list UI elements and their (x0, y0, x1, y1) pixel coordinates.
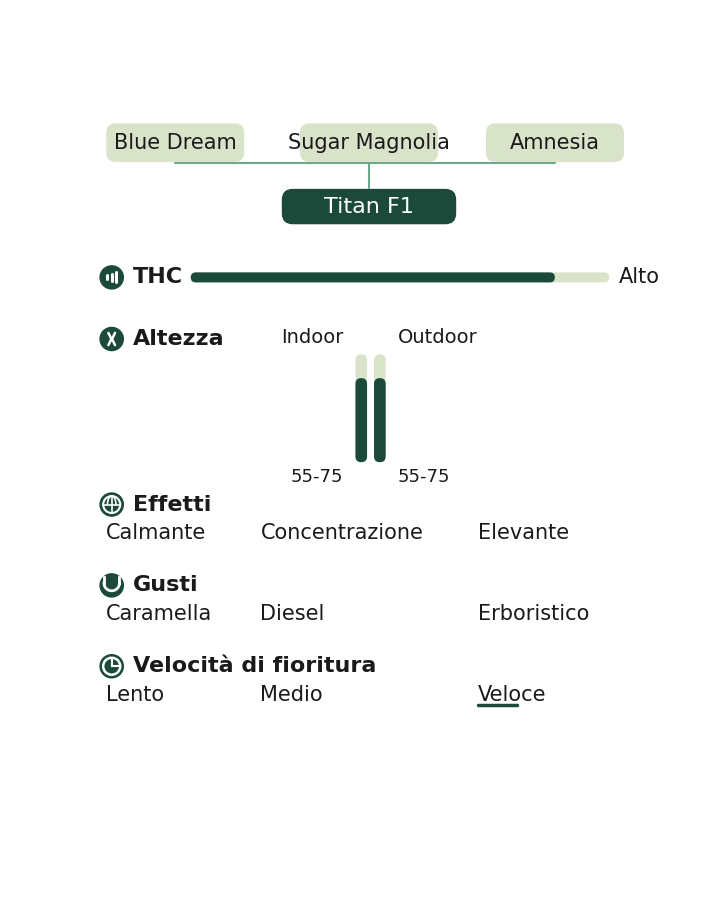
Text: Elevante: Elevante (477, 523, 569, 543)
Text: Gusti: Gusti (132, 575, 198, 596)
FancyBboxPatch shape (356, 355, 367, 463)
Text: Caramella: Caramella (106, 604, 212, 624)
Text: Alto: Alto (618, 267, 660, 287)
FancyBboxPatch shape (374, 355, 386, 463)
Circle shape (100, 266, 123, 289)
Circle shape (100, 654, 123, 678)
Circle shape (100, 574, 123, 597)
Text: Amnesia: Amnesia (510, 132, 600, 153)
Text: Diesel: Diesel (261, 604, 325, 624)
FancyBboxPatch shape (300, 123, 438, 162)
Text: Indoor: Indoor (281, 328, 343, 346)
Text: Medio: Medio (261, 685, 323, 705)
Text: 55-75: 55-75 (397, 468, 450, 486)
FancyBboxPatch shape (486, 123, 624, 162)
FancyBboxPatch shape (282, 189, 456, 224)
FancyBboxPatch shape (356, 378, 367, 463)
FancyBboxPatch shape (374, 378, 386, 463)
Text: Sugar Magnolia: Sugar Magnolia (288, 132, 450, 153)
Circle shape (100, 493, 123, 516)
Text: Calmante: Calmante (106, 523, 206, 543)
Circle shape (100, 328, 123, 350)
Text: Titan F1: Titan F1 (324, 196, 414, 217)
Text: Erboristico: Erboristico (477, 604, 589, 624)
FancyBboxPatch shape (107, 123, 244, 162)
Text: Altezza: Altezza (132, 329, 224, 349)
Text: Effetti: Effetti (132, 495, 211, 515)
Text: Lento: Lento (106, 685, 163, 705)
Text: Concentrazione: Concentrazione (261, 523, 423, 543)
Text: Blue Dream: Blue Dream (114, 132, 237, 153)
Text: Velocità di fioritura: Velocità di fioritura (132, 656, 376, 676)
Text: THC: THC (132, 267, 183, 287)
FancyBboxPatch shape (191, 273, 609, 283)
Text: Veloce: Veloce (477, 685, 546, 705)
Text: Outdoor: Outdoor (397, 328, 477, 346)
Text: 55-75: 55-75 (291, 468, 343, 486)
FancyBboxPatch shape (191, 273, 555, 283)
